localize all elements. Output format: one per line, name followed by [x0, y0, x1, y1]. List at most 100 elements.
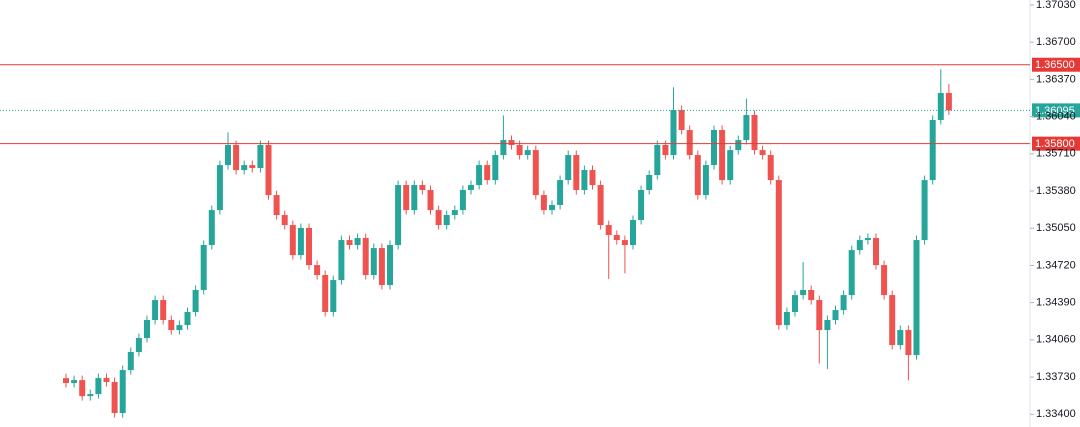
candle-body	[71, 380, 78, 384]
candle-body	[484, 165, 491, 181]
candle-body	[208, 210, 215, 246]
candle-body	[257, 145, 264, 169]
candle-body	[654, 145, 661, 175]
candle-body	[119, 370, 126, 414]
overlay: 1.36500 1.35800 1.36095	[0, 57, 1080, 151]
candle-body	[840, 295, 847, 311]
candles	[63, 69, 952, 418]
candle-body	[557, 180, 564, 205]
candle-body	[921, 180, 928, 241]
candle-body	[168, 319, 175, 331]
candle-body	[265, 145, 272, 196]
candle-body	[322, 275, 329, 312]
candle-body	[443, 215, 450, 226]
candle-body	[297, 227, 304, 256]
candle-body	[630, 219, 636, 246]
candle-body	[192, 290, 199, 312]
candle-body	[694, 155, 701, 196]
y-tick-label: 1.33400	[1036, 408, 1076, 420]
candle-body	[800, 290, 807, 296]
candle-body	[378, 248, 385, 286]
candle-body	[775, 180, 782, 326]
candle-body	[354, 238, 361, 246]
candle-body	[532, 150, 539, 196]
candle-body	[832, 310, 839, 320]
candle-body	[621, 240, 628, 246]
candle-body	[824, 319, 831, 331]
candle-body	[63, 378, 69, 384]
candle-body	[362, 238, 369, 276]
candle-body	[249, 165, 256, 169]
candle-body	[711, 130, 717, 166]
candle-body	[670, 110, 677, 156]
candle-body	[289, 225, 296, 256]
candle-body	[905, 330, 912, 356]
candle-body	[492, 155, 499, 181]
candle-body	[581, 170, 588, 190]
candle-body	[662, 145, 669, 156]
candle-body	[792, 295, 798, 312]
candle-body	[79, 380, 86, 397]
candle-body	[468, 185, 474, 190]
candle-body	[638, 189, 645, 220]
candle-body	[387, 245, 393, 286]
candle-body	[783, 311, 790, 326]
candle-body	[241, 165, 248, 171]
candle-body	[508, 140, 515, 146]
y-tick-label: 1.35710	[1036, 148, 1076, 160]
candle-body	[897, 330, 904, 346]
candle-body	[751, 115, 758, 151]
y-tick-label: 1.34720	[1036, 259, 1076, 271]
candle-body	[395, 185, 402, 246]
candle-body	[808, 290, 815, 301]
y-tick-label: 1.36370	[1036, 73, 1076, 85]
candle-body	[306, 227, 312, 266]
y-tick-label: 1.35380	[1036, 185, 1076, 197]
y-tick-label: 1.33730	[1036, 371, 1076, 383]
candle-body	[152, 300, 159, 320]
price-label-box	[1032, 136, 1080, 151]
price-label-box	[1032, 103, 1080, 118]
candle-body	[200, 245, 207, 291]
candle-body	[184, 311, 191, 326]
candle-body	[330, 280, 337, 312]
price-label: 1.36500	[1035, 59, 1075, 71]
candle-body	[176, 325, 183, 331]
candle-body	[702, 165, 709, 196]
candle-body	[403, 185, 410, 211]
candle-body	[516, 145, 523, 156]
candle-body	[727, 150, 734, 181]
candle-body	[225, 145, 231, 166]
candle-body	[338, 240, 345, 281]
price-label: 1.35800	[1035, 138, 1075, 150]
candle-body	[873, 238, 879, 266]
candle-body	[945, 93, 952, 111]
y-tick-label: 1.34060	[1036, 334, 1076, 346]
candle-body	[848, 250, 855, 296]
y-tick-label: 1.37030	[1036, 0, 1076, 11]
price-label-box	[1032, 57, 1080, 72]
candle-body	[889, 295, 896, 346]
price-label: 1.36095	[1035, 105, 1075, 117]
candle-body	[135, 338, 142, 353]
candle-body	[127, 352, 134, 371]
candle-body	[419, 185, 426, 190]
candle-body	[216, 165, 223, 211]
candle-body	[411, 185, 418, 211]
candle-body	[549, 204, 555, 211]
candle-body	[459, 189, 466, 211]
candle-body	[95, 378, 102, 395]
candle-body	[573, 155, 580, 190]
y-tick-label: 1.35050	[1036, 222, 1076, 234]
candle-body	[719, 130, 726, 181]
candle-body	[160, 300, 167, 320]
candle-body	[759, 150, 766, 156]
candle-body	[103, 378, 110, 383]
candle-body	[111, 382, 118, 414]
candle-body	[913, 240, 920, 356]
candle-body	[856, 240, 863, 251]
candle-body	[929, 119, 936, 181]
